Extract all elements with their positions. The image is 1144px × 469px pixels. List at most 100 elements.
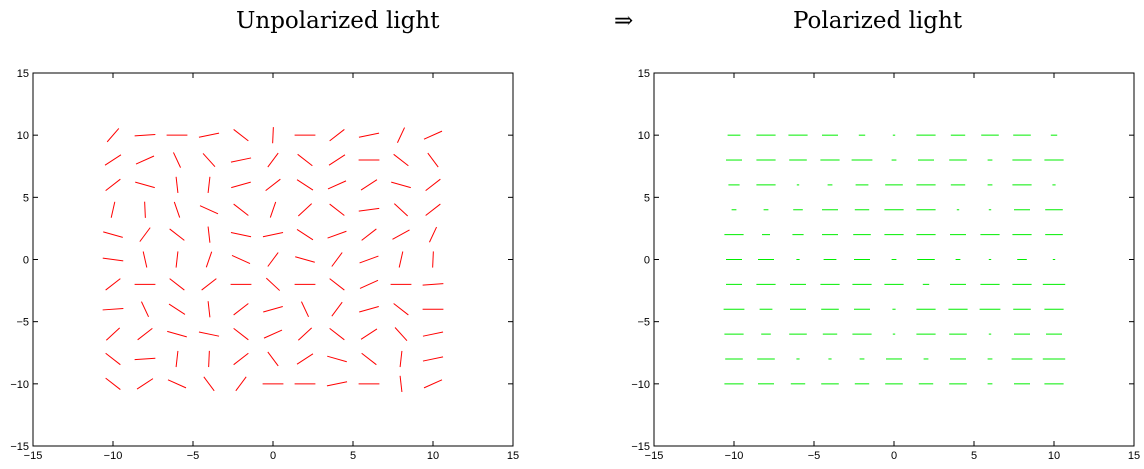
unpolarized-polarization-segment bbox=[231, 255, 251, 264]
unpolarized-polarization-segment bbox=[396, 127, 406, 143]
unpolarized-polarization-segment bbox=[358, 207, 380, 212]
unpolarized-polarization-segment bbox=[110, 201, 116, 218]
unpolarized-polarization-segment bbox=[296, 229, 314, 241]
unpolarized-polarization-segment bbox=[329, 278, 345, 291]
unpolarized-polarization-segment bbox=[203, 376, 215, 392]
unpolarized-polarization-segment bbox=[269, 201, 277, 218]
unpolarized-x-tick-label: 0 bbox=[270, 450, 276, 462]
unpolarized-x-tick-label: −10 bbox=[104, 450, 123, 462]
unpolarized-polarization-segment bbox=[201, 278, 217, 291]
unpolarized-polarization-segment bbox=[202, 153, 216, 167]
polarized-y-tick-label: −15 bbox=[631, 441, 650, 453]
unpolarized-polarization-segment bbox=[392, 229, 410, 240]
unpolarized-polarization-segment bbox=[391, 181, 411, 189]
unpolarized-polarization-segment bbox=[296, 353, 314, 365]
unpolarized-polarization-segment bbox=[361, 352, 377, 366]
unpolarized-polarization-segment bbox=[423, 379, 443, 389]
unpolarized-y-tick-label: 10 bbox=[17, 130, 29, 142]
polarized-x-tick-label: −10 bbox=[725, 450, 744, 462]
unpolarized-polarization-segment bbox=[423, 130, 443, 140]
unpolarized-polarization-segment bbox=[168, 303, 186, 315]
unpolarized-polarization-segment bbox=[361, 228, 377, 241]
unpolarized-polarization-segment bbox=[137, 327, 153, 341]
implies-arrow: ⇒ bbox=[614, 8, 634, 34]
unpolarized-polarization-segment bbox=[393, 153, 409, 167]
unpolarized-polarization-segment bbox=[425, 203, 441, 216]
unpolarized-polarization-segment bbox=[167, 379, 187, 389]
polarized-x-tick-label: 15 bbox=[1128, 450, 1140, 462]
unpolarized-polarization-segment bbox=[173, 201, 181, 218]
unpolarized-polarization-segment bbox=[102, 308, 124, 311]
unpolarized-x-tick-label: −5 bbox=[187, 450, 200, 462]
unpolarized-polarization-segment bbox=[230, 157, 252, 163]
unpolarized-polarization-segment bbox=[175, 251, 179, 268]
unpolarized-polarization-segment bbox=[428, 226, 438, 243]
unpolarized-polarization-segment bbox=[199, 205, 219, 215]
unpolarized-polarization-segment bbox=[393, 303, 409, 316]
unpolarized-polarization-segment bbox=[233, 203, 249, 216]
unpolarized-polarization-segment bbox=[328, 154, 346, 166]
unpolarized-polarization-segment bbox=[263, 329, 283, 339]
unpolarized-polarization-segment bbox=[104, 154, 122, 166]
unpolarized-polarization-segment bbox=[169, 278, 185, 291]
unpolarized-polarization-segment bbox=[329, 129, 345, 142]
unpolarized-polarization-segment bbox=[326, 381, 348, 387]
unpolarized-polarization-segment bbox=[267, 351, 279, 367]
unpolarized-polarization-segment bbox=[422, 356, 444, 362]
unpolarized-polarization-segment bbox=[393, 203, 409, 217]
unpolarized-polarization-segment bbox=[169, 228, 185, 241]
unpolarized-polarization-segment bbox=[235, 376, 247, 392]
unpolarized-polarization-segment bbox=[427, 152, 439, 168]
unpolarized-polarization-segment bbox=[207, 226, 211, 243]
unpolarized-x-tick-label: 5 bbox=[350, 450, 356, 462]
unpolarized-polarization-segment bbox=[233, 129, 249, 142]
unpolarized-polarization-segment bbox=[175, 350, 179, 368]
unpolarized-polarization-segment bbox=[207, 176, 211, 194]
unpolarized-polarization-segment bbox=[265, 277, 281, 291]
unpolarized-polarization-segment bbox=[263, 305, 283, 313]
unpolarized-polarization-segment bbox=[233, 303, 249, 316]
unpolarized-polarization-segment bbox=[205, 251, 213, 268]
unpolarized-polarization-segment bbox=[144, 201, 146, 218]
polarized-y-tick-label: −5 bbox=[637, 317, 650, 329]
unpolarized-polarization-segment bbox=[105, 327, 121, 341]
unpolarized-polarization-segment bbox=[272, 127, 274, 144]
unpolarized-polarization-segment bbox=[230, 232, 252, 238]
polarized-y-tick-label: −10 bbox=[631, 379, 650, 391]
unpolarized-polarization-segment bbox=[327, 355, 347, 363]
unpolarized-polarization-segment bbox=[297, 327, 313, 341]
unpolarized-polarization-segment bbox=[432, 251, 434, 268]
unpolarized-polarization-segment bbox=[295, 256, 315, 263]
unpolarized-plot: −15−15 −10 −10 −5 −5 0 0 5 5 10 10 15 15 bbox=[10, 68, 519, 462]
polarized-x-tick-label: 5 bbox=[971, 450, 977, 462]
unpolarized-polarization-segment bbox=[359, 305, 379, 313]
unpolarized-y-tick-label: 5 bbox=[23, 192, 29, 204]
unpolarized-polarization-segment bbox=[105, 377, 121, 390]
unpolarized-polarization-segment bbox=[327, 230, 347, 239]
unpolarized-y-tick-label: 0 bbox=[23, 255, 29, 267]
unpolarized-polarization-segment bbox=[233, 352, 249, 366]
polarized-x-tick-label: 10 bbox=[1048, 450, 1060, 462]
polarized-x-tick-label: −5 bbox=[808, 450, 821, 462]
unpolarized-polarization-segment bbox=[265, 178, 281, 192]
unpolarized-polarization-segment bbox=[102, 257, 124, 262]
unpolarized-polarization-segment bbox=[140, 301, 150, 318]
polarized-y-tick-label: 10 bbox=[638, 130, 650, 142]
unpolarized-polarization-segment bbox=[399, 375, 403, 392]
unpolarized-y-tick-label: −15 bbox=[10, 441, 29, 453]
unpolarized-polarization-segment bbox=[105, 178, 121, 192]
unpolarized-polarization-segment bbox=[422, 283, 444, 286]
unpolarized-polarization-segment bbox=[359, 279, 379, 289]
unpolarized-polarization-segment bbox=[105, 278, 121, 291]
unpolarized-x-tick-label: 10 bbox=[427, 450, 439, 462]
unpolarized-polarization-segment bbox=[267, 152, 279, 168]
unpolarized-polarization-segment bbox=[331, 252, 343, 267]
polarized-y-tick-label: 5 bbox=[644, 192, 650, 204]
unpolarized-polarization-segment bbox=[262, 232, 284, 238]
unpolarized-polarization-segment bbox=[329, 327, 345, 341]
unpolarized-polarization-segment bbox=[360, 328, 378, 340]
unpolarized-polarization-segment bbox=[142, 251, 148, 268]
unpolarized-polarization-segment bbox=[136, 378, 154, 390]
unpolarized-polarization-segment bbox=[105, 352, 121, 366]
